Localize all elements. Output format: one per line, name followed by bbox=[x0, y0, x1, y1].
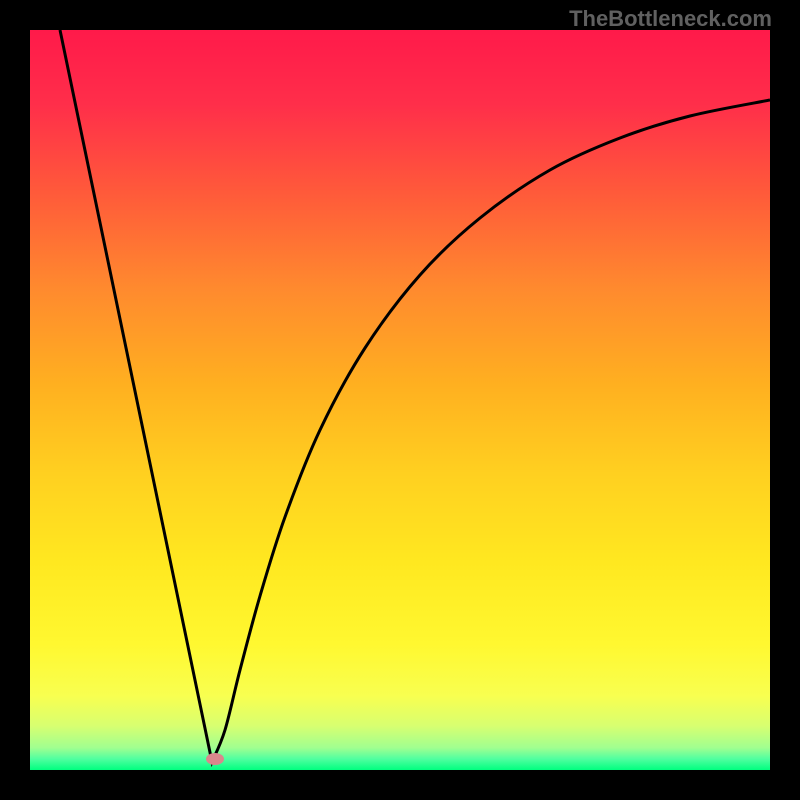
bottleneck-curve bbox=[60, 30, 770, 762]
minimum-marker bbox=[206, 753, 224, 765]
watermark-text: TheBottleneck.com bbox=[569, 6, 772, 32]
chart-container: TheBottleneck.com bbox=[0, 0, 800, 800]
curve-layer bbox=[30, 30, 770, 770]
plot-area bbox=[30, 30, 770, 770]
